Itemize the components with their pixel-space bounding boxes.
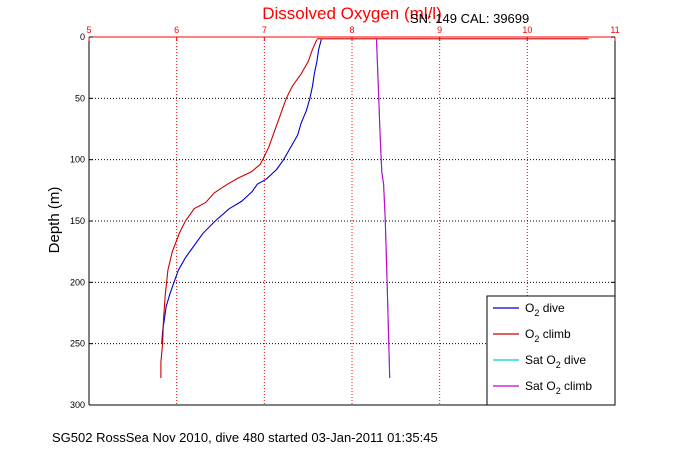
footer-caption: SG502 RossSea Nov 2010, dive 480 started… <box>52 430 438 445</box>
chart-subtitle: SN: 149 CAL: 39699 <box>410 11 529 26</box>
legend: O2 dive O2 climb Sat O2 dive Sat O2 climb <box>486 295 616 406</box>
x-tick-label: 8 <box>349 25 354 35</box>
series-line-1 <box>161 39 322 344</box>
series-line-4 <box>375 39 391 379</box>
y-axis-label: Depth (m) <box>46 187 63 254</box>
legend-label: O2 climb <box>525 327 571 344</box>
series-lines <box>160 38 589 379</box>
x-tick-label: 5 <box>86 25 91 35</box>
x-tick-label: 11 <box>610 25 619 35</box>
x-tick-label: 6 <box>174 25 179 35</box>
x-tick-label: 9 <box>437 25 442 35</box>
x-tick-label: 7 <box>262 25 267 35</box>
y-tick-label: 300 <box>70 400 85 410</box>
legend-label: O2 dive <box>525 301 565 318</box>
tick-labels: 5 6 7 8 9 10 11 0 50 100 150 200 250 300 <box>70 25 620 410</box>
y-tick-label: 0 <box>80 32 85 42</box>
chart-title: Dissolved Oxygen (ml/l) <box>262 4 442 23</box>
legend-label: Sat O2 climb <box>525 379 592 396</box>
y-tick-label: 200 <box>70 277 85 287</box>
y-tick-label: 100 <box>70 155 85 165</box>
y-tick-label: 250 <box>70 339 85 349</box>
x-tick-label: 10 <box>522 25 532 35</box>
legend-label: Sat O2 dive <box>525 353 586 370</box>
legend-box <box>486 295 616 406</box>
y-tick-label: 150 <box>70 216 85 226</box>
series-line-2 <box>160 39 318 378</box>
y-tick-label: 50 <box>75 93 85 103</box>
